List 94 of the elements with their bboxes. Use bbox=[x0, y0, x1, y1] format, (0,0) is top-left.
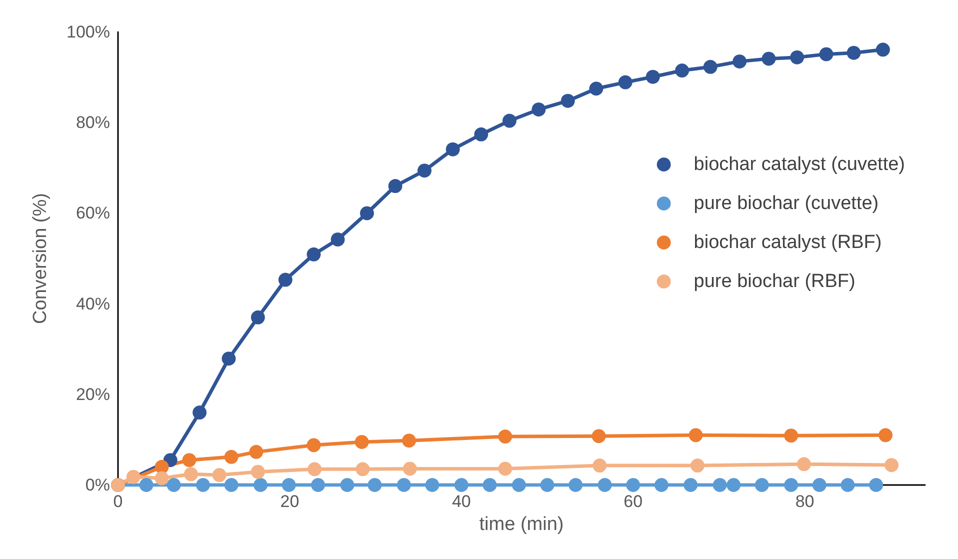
point bbox=[762, 52, 776, 66]
point bbox=[754, 478, 769, 492]
point bbox=[618, 75, 632, 90]
point bbox=[482, 478, 497, 492]
point bbox=[396, 478, 411, 492]
point bbox=[502, 114, 516, 128]
legend-label: pure biochar (RBF) bbox=[694, 271, 856, 292]
point bbox=[598, 478, 612, 492]
point bbox=[512, 478, 526, 492]
point bbox=[388, 179, 402, 194]
point bbox=[184, 467, 198, 482]
x-tick-label: 20 bbox=[280, 492, 300, 511]
point bbox=[306, 438, 321, 452]
x-tick-label: 0 bbox=[113, 492, 123, 511]
point bbox=[796, 457, 811, 472]
point bbox=[212, 468, 226, 482]
x-tick-label: 40 bbox=[452, 492, 471, 511]
point bbox=[254, 478, 268, 492]
point bbox=[540, 478, 554, 492]
y-axis-title: Conversion (%) bbox=[30, 193, 51, 324]
point bbox=[684, 478, 698, 492]
point bbox=[688, 428, 703, 442]
point bbox=[592, 429, 606, 444]
point bbox=[568, 478, 583, 492]
y-tick-label: 20% bbox=[76, 384, 110, 404]
point bbox=[402, 434, 416, 448]
y-tick-label: 60% bbox=[76, 204, 110, 223]
point bbox=[139, 478, 154, 492]
x-axis-title: time (min) bbox=[479, 514, 564, 535]
point bbox=[425, 478, 440, 492]
point bbox=[222, 352, 236, 366]
point bbox=[454, 478, 468, 492]
point bbox=[278, 272, 292, 287]
point bbox=[712, 478, 727, 492]
point bbox=[732, 54, 747, 68]
point bbox=[840, 478, 855, 492]
point bbox=[876, 42, 890, 57]
point bbox=[368, 478, 382, 492]
point bbox=[884, 458, 899, 472]
y-tick-label: 80% bbox=[76, 113, 110, 132]
point bbox=[182, 453, 196, 468]
point bbox=[224, 478, 238, 492]
point bbox=[154, 460, 169, 474]
point bbox=[498, 430, 512, 444]
point bbox=[846, 46, 861, 60]
point bbox=[784, 428, 798, 443]
point bbox=[224, 450, 238, 464]
point bbox=[308, 462, 322, 476]
point bbox=[360, 206, 374, 220]
point bbox=[154, 471, 169, 486]
point bbox=[819, 47, 834, 62]
point bbox=[790, 50, 804, 64]
point bbox=[311, 478, 326, 492]
legend-label: biochar catalyst (cuvette) bbox=[694, 154, 906, 175]
point bbox=[340, 478, 354, 492]
point bbox=[249, 444, 264, 459]
legend-label: pure biochar (cuvette) bbox=[694, 193, 879, 214]
point bbox=[589, 82, 604, 96]
point bbox=[196, 478, 210, 492]
point bbox=[474, 127, 488, 142]
point bbox=[869, 478, 884, 492]
x-tick-label: 80 bbox=[795, 492, 814, 511]
point bbox=[654, 478, 668, 492]
point bbox=[690, 458, 704, 473]
legend-label: biochar catalyst (RBF) bbox=[694, 232, 882, 253]
y-tick-label: 40% bbox=[76, 294, 110, 314]
point bbox=[784, 478, 798, 492]
point bbox=[726, 478, 741, 492]
point bbox=[560, 94, 575, 108]
point bbox=[356, 462, 370, 476]
point bbox=[532, 102, 546, 116]
point bbox=[446, 142, 460, 156]
point bbox=[250, 310, 265, 324]
x-tick-label: 60 bbox=[624, 492, 643, 511]
point bbox=[646, 70, 660, 84]
point bbox=[402, 462, 417, 476]
y-tick-label: 0% bbox=[85, 476, 110, 494]
point bbox=[166, 478, 181, 492]
point bbox=[306, 247, 321, 262]
point bbox=[126, 470, 140, 484]
point bbox=[592, 458, 607, 473]
point bbox=[354, 434, 369, 449]
point bbox=[498, 462, 512, 476]
y-tick-label: 100% bbox=[66, 22, 110, 42]
point bbox=[250, 464, 265, 479]
point bbox=[282, 478, 296, 492]
point bbox=[878, 428, 893, 442]
point bbox=[418, 164, 432, 178]
point bbox=[626, 478, 640, 492]
point bbox=[192, 406, 207, 420]
point bbox=[675, 64, 690, 78]
point bbox=[703, 60, 718, 74]
point bbox=[330, 232, 345, 246]
point bbox=[812, 478, 826, 492]
